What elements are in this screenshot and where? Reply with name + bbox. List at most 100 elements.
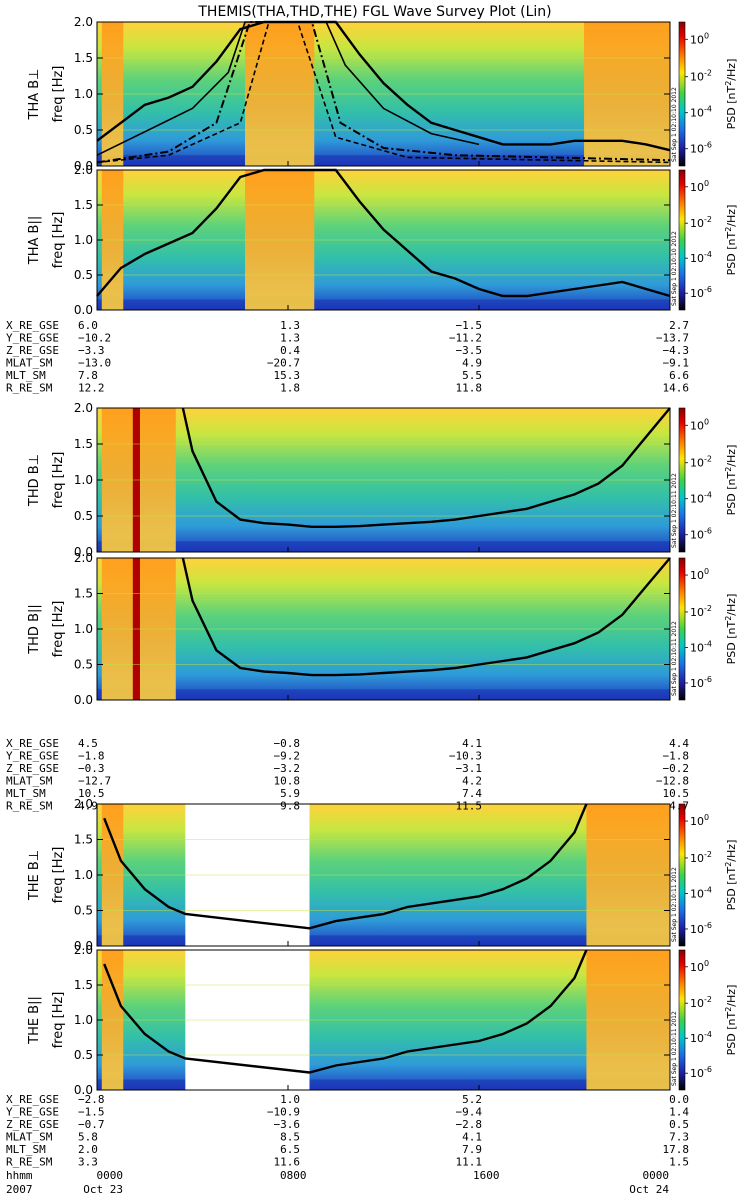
- ephem-value-0-0: 4.5: [78, 737, 98, 750]
- panel-timestamp: Sat Sep 1 02:10:10 2012: [671, 231, 678, 306]
- time-tick-1: 0800: [280, 1169, 307, 1182]
- ephem-value-5-0: 4.9: [78, 800, 98, 813]
- ytick-label-2: 1.0: [74, 868, 93, 882]
- panel-label: THD B||: [27, 604, 42, 655]
- panel-0: 0.0 0.5 1.0 1.5 2.0 THA B⊥ freq [Hz] Sat Sep 1 …: [27, 15, 738, 173]
- ytick-label-2: 1.0: [74, 87, 93, 101]
- low-freq-band: [97, 299, 670, 310]
- ephem-value-0-3: 2.7: [669, 319, 689, 332]
- colorbar-tick-label-2: 10-4: [690, 885, 712, 900]
- start-date: Oct 23: [83, 1183, 123, 1196]
- ytick-label-4: 2.0: [74, 15, 93, 29]
- ephem-value-4-0: 10.5: [78, 787, 105, 800]
- panel-label: THD B⊥: [27, 454, 42, 507]
- ephem-value-2-3: 0.5: [669, 1118, 689, 1131]
- panel-5: 0.0 0.5 1.0 1.5 2.0 THE B|| freq [Hz] Sat Sep 1…: [27, 943, 738, 1097]
- ephem-name-4: MLT_SM: [6, 787, 46, 800]
- low-freq-band: [97, 935, 670, 946]
- panel-1: 0.0 0.5 1.0 1.5 2.0 THA B|| freq [Hz] Sat Sep 1…: [27, 163, 738, 317]
- ephemeris-thd: X_RE_GSE 4.5 −0.8 4.1 4.4 Y_RE_GSE −1.8 −9.2 −10…: [6, 737, 689, 813]
- ephem-name-0: X_RE_GSE: [6, 737, 59, 750]
- dashdot-curve: [96, 21, 671, 164]
- colorbar-label: PSD [nT2/Hz]: [724, 445, 738, 516]
- ephem-value-5-0: 12.2: [78, 382, 105, 395]
- ephem-value-5-2: 11.5: [456, 800, 483, 813]
- end-date: Oct 24: [629, 1183, 669, 1196]
- ephem-value-3-2: 4.1: [462, 1131, 482, 1144]
- panel-4: 0.0 0.5 1.0 1.5 2.0 THE B⊥ freq [Hz] Sat Sep 1 …: [27, 797, 738, 953]
- colorbar: [678, 407, 686, 553]
- panel-label: THE B⊥: [27, 850, 42, 901]
- ephem-name-0: X_RE_GSE: [6, 1093, 59, 1106]
- ephem-value-4-1: 6.5: [280, 1143, 300, 1156]
- ephem-name-3: MLAT_SM: [6, 775, 53, 788]
- solid-curve: [181, 557, 671, 677]
- ephem-value-5-1: 9.8: [280, 800, 300, 813]
- ephem-name-0: X_RE_GSE: [6, 319, 59, 332]
- ephem-value-1-2: −11.2: [449, 332, 482, 345]
- ephemeris-the: X_RE_GSE −2.8 1.0 5.2 0.0 Y_RE_GSE −1.5 −10.9 −9…: [6, 1093, 689, 1169]
- panel-ylabel: freq [Hz]: [51, 452, 66, 509]
- ephem-value-3-3: −9.1: [663, 357, 690, 370]
- ephem-value-5-3: 14.6: [663, 382, 690, 395]
- ytick-label-0: 0.0: [74, 159, 93, 173]
- ytick-label-1: 0.5: [74, 509, 93, 523]
- time-tick-2: 1600: [473, 1169, 500, 1182]
- ephem-value-1-0: −10.2: [78, 332, 111, 345]
- ephem-value-3-2: 4.2: [462, 775, 482, 788]
- colorbar-tick-label-3: 10-6: [690, 285, 712, 300]
- ephem-value-3-3: 7.3: [669, 1131, 689, 1144]
- colorbar-tick-label-3: 10-6: [690, 921, 712, 936]
- colorbar-tick-label-2: 10-4: [690, 250, 712, 265]
- ephem-value-3-0: 5.8: [78, 1131, 98, 1144]
- ephemeris-tables: X_RE_GSE 6.0 1.3 −1.5 2.7 Y_RE_GSE −10.2 1.3 −11…: [6, 319, 689, 1169]
- colorbar: [678, 557, 686, 701]
- ephem-value-0-1: 1.0: [280, 1093, 300, 1106]
- ytick-label-3: 1.5: [74, 978, 93, 992]
- low-freq-band: [97, 541, 670, 552]
- panel-3: 0.0 0.5 1.0 1.5 2.0 THD B|| freq [Hz] Sat Sep 1…: [27, 551, 738, 707]
- ephem-value-0-3: 4.4: [669, 737, 689, 750]
- ephem-value-3-1: −20.7: [267, 357, 300, 370]
- ephem-value-2-2: −3.1: [456, 762, 483, 775]
- ephem-value-0-3: 0.0: [669, 1093, 689, 1106]
- panel-ylabel: freq [Hz]: [51, 212, 66, 269]
- ephem-value-5-3: 1.5: [669, 1156, 689, 1169]
- ephem-name-2: Z_RE_GSE: [6, 344, 59, 357]
- solid-curve: [103, 949, 588, 1074]
- ytick-label-0: 0.0: [74, 1083, 93, 1097]
- ephem-name-2: Z_RE_GSE: [6, 1118, 59, 1131]
- ephem-value-5-0: 3.3: [78, 1156, 98, 1169]
- colorbar-tick-label-0: 100: [690, 813, 709, 828]
- ephem-value-2-2: −3.5: [456, 344, 483, 357]
- ephem-value-0-0: 6.0: [78, 319, 98, 332]
- ephem-value-3-1: 10.8: [274, 775, 301, 788]
- colorbar-tick-label-0: 100: [690, 179, 709, 194]
- colorbar-tick-label-1: 10-2: [690, 604, 712, 619]
- ytick-label-0: 0.0: [74, 939, 93, 953]
- ephem-value-4-1: 15.3: [274, 369, 301, 382]
- colorbar: [678, 21, 686, 167]
- ephem-name-1: Y_RE_GSE: [6, 1106, 59, 1119]
- panel-timestamp: Sat Sep 1 02:10:11 2012: [671, 867, 678, 942]
- colorbar-tick-label-2: 10-4: [690, 639, 712, 654]
- ephem-name-4: MLT_SM: [6, 1143, 46, 1156]
- panel-timestamp: Sat Sep 1 02:10:11 2012: [671, 1011, 678, 1086]
- ytick-label-3: 1.5: [74, 833, 93, 847]
- ephem-value-2-3: −4.3: [663, 344, 690, 357]
- low-freq-band: [97, 689, 670, 700]
- panel-timestamp: Sat Sep 1 02:10:10 2012: [671, 87, 678, 162]
- ephemeris-tha: X_RE_GSE 6.0 1.3 −1.5 2.7 Y_RE_GSE −10.2 1.3 −11…: [6, 319, 689, 395]
- colorbar-tick-label-1: 10-2: [690, 215, 712, 230]
- ephem-value-2-1: 0.4: [280, 344, 300, 357]
- colorbar-tick-label-2: 10-4: [690, 491, 712, 506]
- ephem-name-3: MLAT_SM: [6, 1131, 53, 1144]
- colorbar-tick-label-1: 10-2: [690, 455, 712, 470]
- solid-curve: [96, 168, 671, 298]
- ytick-label-0: 0.0: [74, 693, 93, 707]
- ytick-label-1: 0.5: [74, 1048, 93, 1062]
- panel-ylabel: freq [Hz]: [51, 66, 66, 123]
- ephem-name-1: Y_RE_GSE: [6, 750, 59, 763]
- ephem-name-3: MLAT_SM: [6, 357, 53, 370]
